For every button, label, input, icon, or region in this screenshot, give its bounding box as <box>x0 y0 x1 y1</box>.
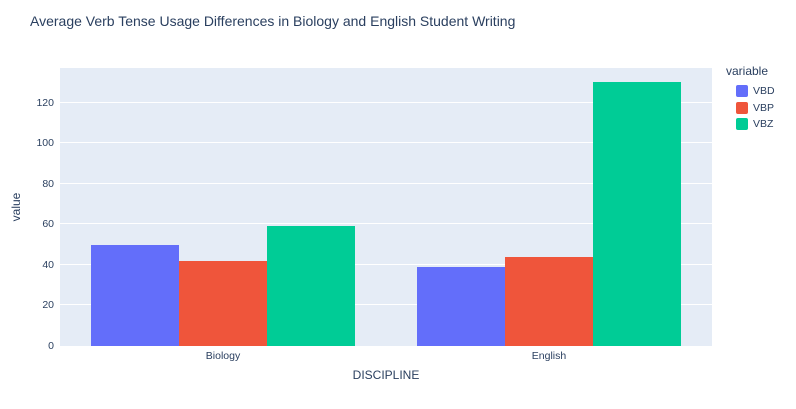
gridline-y-40 <box>60 263 712 265</box>
bar-english-vbd[interactable] <box>417 266 506 346</box>
x-tick-label-english: English <box>531 350 567 362</box>
bar-group-biology <box>60 68 386 346</box>
gridline-y-80 <box>60 182 712 184</box>
x-tick-label-biology: Biology <box>205 350 241 362</box>
plot-area <box>60 68 712 346</box>
y-tick-label-20: 20 <box>42 299 54 312</box>
y-tick-label-80: 80 <box>42 177 54 190</box>
legend-items: VBD VBP VBZ <box>726 83 775 133</box>
y-tick-label-100: 100 <box>36 137 54 150</box>
bar-english-vbz[interactable] <box>592 82 681 346</box>
y-tick-label-60: 60 <box>42 218 54 231</box>
legend-swatch-vbz <box>736 118 748 131</box>
legend-item-vbp[interactable]: VBP <box>726 100 775 117</box>
y-axis-tick-labels: 0 20 40 60 80 100 120 <box>0 68 54 353</box>
legend-item-vbz[interactable]: VBZ <box>726 116 775 133</box>
legend-item-label: VBZ <box>753 118 774 131</box>
legend: variable VBD VBP VBZ <box>726 64 775 133</box>
y-tick-label-0: 0 <box>48 340 54 352</box>
y-tick-label-120: 120 <box>36 96 54 109</box>
gridline-y-20 <box>60 304 712 306</box>
gridline-y-100 <box>60 142 712 144</box>
bar-english-vbp[interactable] <box>505 256 593 346</box>
legend-swatch-vbd <box>736 85 748 98</box>
legend-item-label: VBD <box>753 85 775 98</box>
gridline-y-120 <box>60 101 712 103</box>
legend-title: variable <box>726 64 769 78</box>
legend-swatch-vbp <box>736 101 748 114</box>
bar-biology-vbz[interactable] <box>266 226 355 346</box>
gridline-y-60 <box>60 223 712 225</box>
bar-biology-vbp[interactable] <box>179 260 267 346</box>
chart-title: Average Verb Tense Usage Differences in … <box>30 13 516 29</box>
y-tick-label-40: 40 <box>42 258 54 271</box>
bar-group-english <box>386 68 712 346</box>
bar-biology-vbd[interactable] <box>91 244 180 346</box>
x-axis-title: DISCIPLINE <box>352 368 420 382</box>
x-axis-tick-labels: Biology English <box>60 350 712 364</box>
legend-item-vbd[interactable]: VBD <box>726 83 775 100</box>
legend-item-label: VBP <box>753 101 775 114</box>
